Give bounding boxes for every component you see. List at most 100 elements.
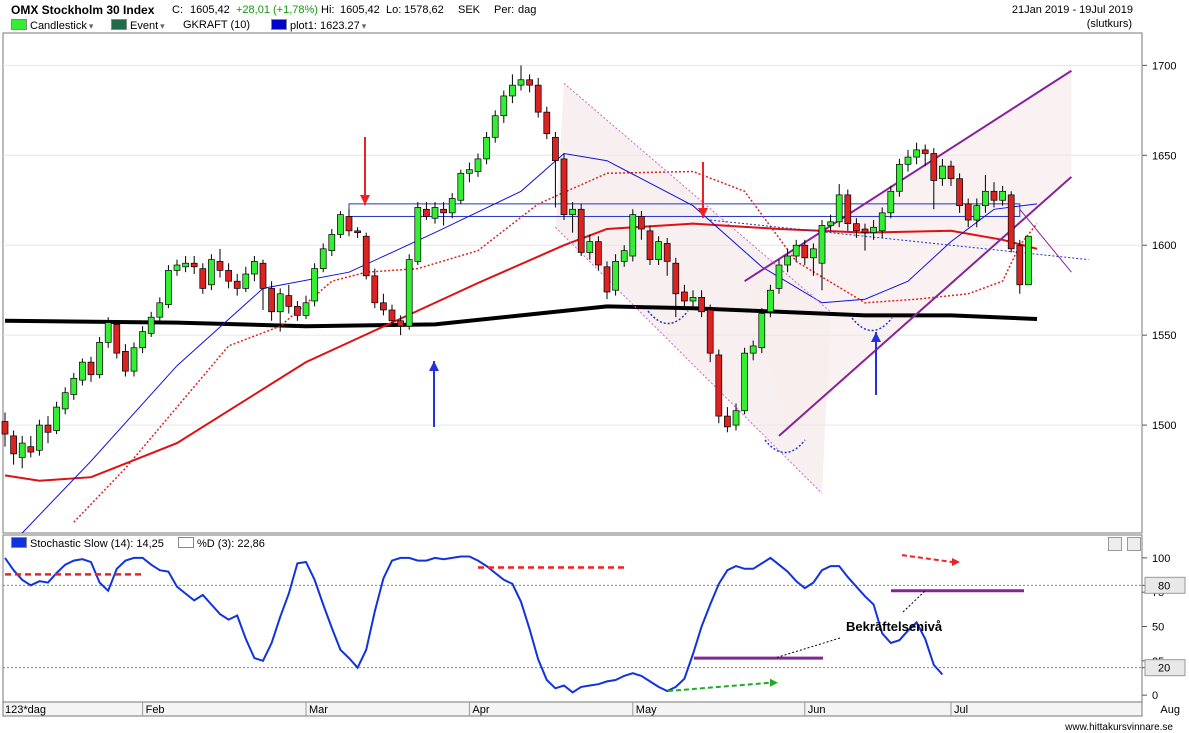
candle-up [792, 244, 800, 257]
stochastic-line [4, 555, 944, 694]
candle-up [96, 342, 103, 376]
candle-up [939, 165, 946, 180]
chevron-down-icon[interactable]: ▾ [361, 21, 367, 31]
candle-down [354, 230, 361, 233]
legend-gkraft-label: GKRAFT (10) [183, 19, 251, 31]
stochastic-legend[interactable]: Stochastic Slow (14): 14,25 [11, 537, 164, 550]
candle-up [431, 207, 439, 219]
candle-down [294, 306, 301, 316]
candle-down [27, 446, 35, 453]
candle-down [577, 208, 585, 253]
candle-up [620, 250, 628, 262]
candle-up [448, 198, 456, 214]
legend-candlestick[interactable]: Candlestick ▾ [11, 19, 93, 32]
candle-up [835, 194, 843, 223]
date-range: 21Jan 2019 - 19Jul 2019 [1011, 4, 1133, 16]
candle-up [878, 212, 886, 232]
candlestick-swatch [11, 19, 27, 30]
change-value: +28,01 (+1,78%) [236, 4, 318, 16]
candle-down [560, 158, 568, 216]
candle-up [165, 270, 172, 305]
candle-down [397, 320, 404, 327]
candle-down [1, 421, 9, 435]
candle-up [474, 158, 482, 172]
level-20-box [1144, 659, 1186, 677]
candle-down [698, 297, 705, 313]
candle-up [276, 293, 284, 313]
candle-up [569, 208, 576, 216]
candle-up [130, 347, 138, 372]
red-divergence-line [901, 554, 953, 563]
price-series-ma-mid [4, 222, 1038, 482]
legend-gkraft[interactable]: GKRAFT (10) [183, 19, 250, 31]
candle-up [517, 79, 525, 86]
candle-up [156, 302, 164, 318]
time-tick-label: Aug [1160, 704, 1180, 716]
time-tick-label: Jul [954, 704, 968, 716]
price-tick-label: 1500 [1152, 420, 1176, 432]
chevron-down-icon[interactable]: ▾ [88, 21, 94, 31]
candle-up [328, 234, 336, 251]
percent-d-legend[interactable]: %D (3): 22,86 [178, 537, 265, 550]
candle-up [775, 264, 783, 289]
legend-event[interactable]: Event ▾ [111, 19, 165, 32]
annotation-pointer [774, 637, 841, 659]
candle-up [79, 361, 86, 381]
stochastic-panel-frame [2, 534, 1143, 703]
divergence-line [667, 681, 771, 693]
candle-up [457, 172, 465, 201]
candle-down [1016, 244, 1024, 286]
candle-up [36, 424, 43, 451]
stochastic-tick-label: 100 [1152, 553, 1170, 565]
candle-down [371, 275, 379, 304]
period-label: Per: [494, 4, 515, 16]
candle-down [259, 262, 267, 289]
candle-down [603, 266, 611, 293]
candle-up [414, 207, 422, 262]
candle-up [405, 259, 413, 327]
candle-up [887, 190, 895, 214]
candle-down [964, 203, 972, 221]
candle-down [87, 361, 95, 376]
event-swatch [111, 19, 127, 30]
candle-up [500, 95, 508, 117]
candle-up [173, 264, 181, 271]
level-80-label: 80 [1158, 580, 1170, 592]
candle-up [139, 331, 146, 349]
chart-title: OMX Stockholm 30 Index [11, 3, 155, 17]
candle-down [853, 223, 860, 232]
confirmation-level-label: Bekräftelsenivå [846, 619, 943, 634]
candle-down [440, 208, 447, 214]
chevron-down-icon[interactable]: ▾ [160, 21, 165, 31]
candle-up [732, 410, 740, 426]
candle-up [483, 136, 490, 160]
interval-label[interactable]: 123*dag [5, 704, 46, 716]
stochastic-swatch [11, 537, 27, 548]
price-type: (slutkurs) [1086, 18, 1132, 30]
breakdown-line [1019, 208, 1072, 273]
stochastic-label: Stochastic Slow (14): 14,25 [30, 538, 164, 550]
divergence-arrow-head [770, 678, 778, 687]
candle-up [311, 268, 318, 302]
candle-down [715, 354, 723, 417]
candle-up [999, 190, 1006, 201]
zoom-icon[interactable] [1108, 537, 1122, 551]
candle-down [1007, 194, 1015, 250]
candle-down [268, 288, 275, 313]
candle-up [319, 248, 327, 269]
candle-down [990, 190, 998, 201]
uptrend-channel-shading [744, 70, 1072, 433]
candle-down [947, 165, 955, 180]
percent-d-label: %D (3): 22,86 [197, 538, 265, 550]
close-value: 1605,42 [190, 4, 230, 16]
currency: SEK [458, 4, 481, 16]
candle-down [362, 235, 370, 277]
candle-up [749, 345, 757, 354]
stochastic-tick-label: 0 [1152, 690, 1158, 702]
lo-value: 1578,62 [404, 4, 444, 16]
close-panel-icon[interactable] [1127, 537, 1141, 551]
legend-plot1[interactable]: plot1: 1623.27 ▾ [271, 19, 366, 32]
candle-up [629, 214, 637, 257]
candle-up [104, 322, 112, 343]
plot1-swatch [271, 19, 287, 30]
